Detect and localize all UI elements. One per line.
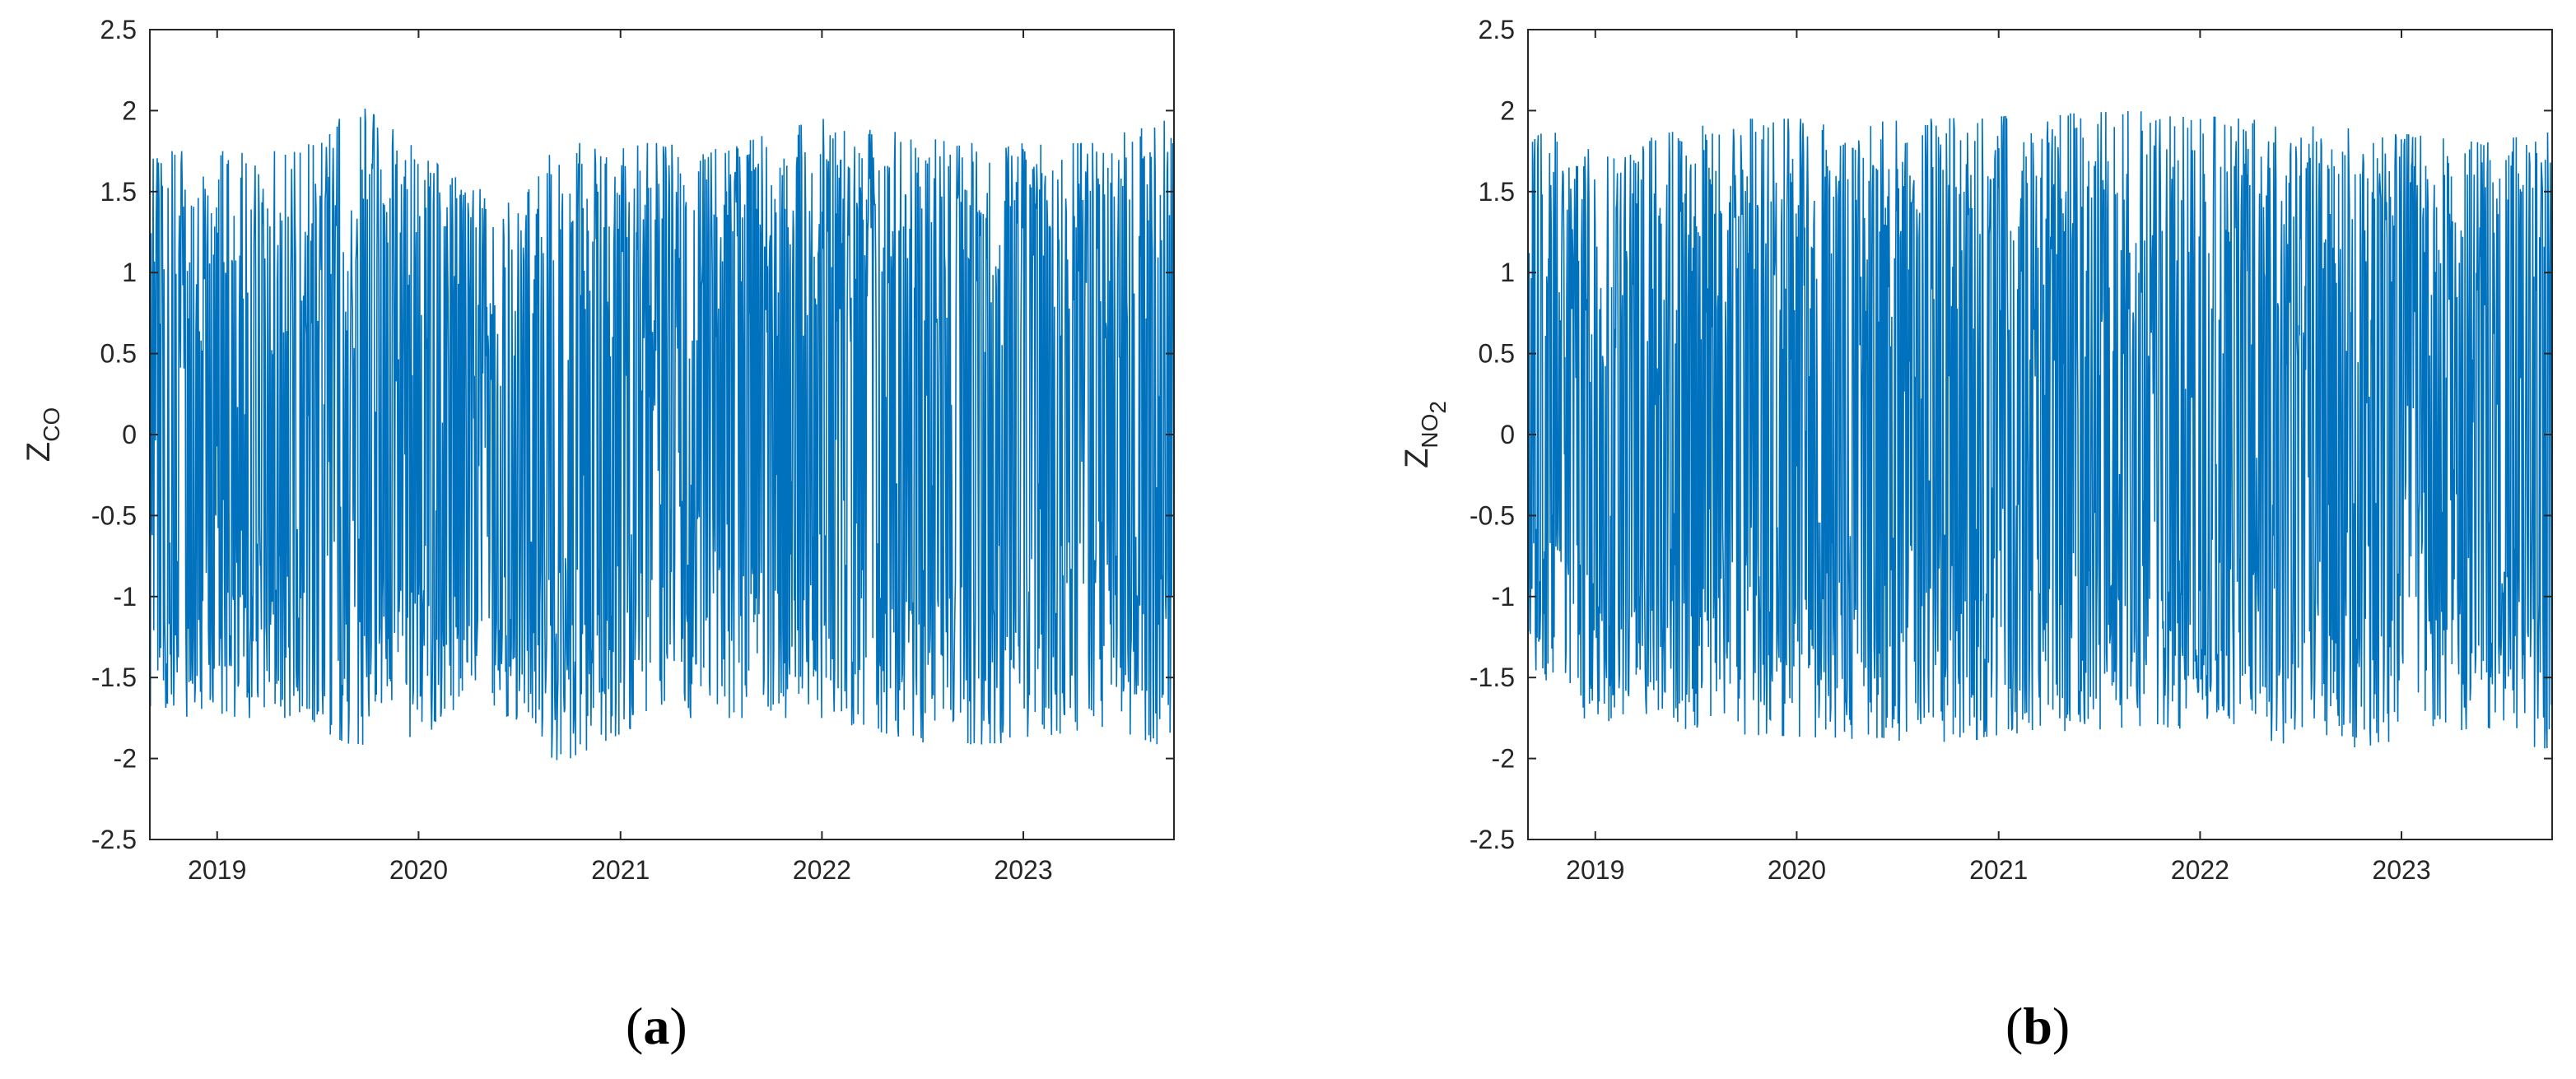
y-tick-label: -1.5: [91, 663, 137, 692]
x-tick-label: 2023: [994, 855, 1052, 885]
x-tick-label: 2019: [1566, 855, 1624, 885]
caption-a: (a): [626, 997, 687, 1055]
y-tick-label: -2.5: [91, 825, 137, 854]
y-tick-label: -1: [1492, 582, 1515, 612]
y-tick-label: 2.5: [100, 15, 137, 44]
y-label-main: Z: [21, 442, 57, 462]
y-tick-label: 2: [1500, 95, 1515, 125]
y-tick-label: 2: [122, 95, 137, 125]
y-tick-label: -2.5: [1470, 825, 1515, 854]
x-tick-label: 2022: [2171, 855, 2229, 885]
y-axis-label: ZNO2: [1399, 401, 1451, 468]
x-tick-label: 2019: [188, 855, 246, 885]
series-line: [150, 108, 1174, 760]
y-tick-label: 2.5: [1479, 15, 1515, 44]
chart-panel-a: 2.5 2 1.5 1 0.5 0 -0.5 -1 -1.5 -2 -2.5 2019 2020 2021…: [21, 15, 1175, 1055]
chart-panel-b: 2.5 2 1.5 1 0.5 0 -0.5 -1 -1.5 -2 -2.5 2019 2020 2021…: [1380, 0, 2576, 1079]
y-tick-label: 0.5: [100, 339, 137, 369]
y-tick-label: 1.5: [1479, 177, 1515, 207]
svg-text:ZCO: ZCO: [21, 407, 64, 462]
x-tick-label: 2020: [1768, 855, 1826, 885]
series-line: [1528, 110, 2552, 749]
y-tick-label: -0.5: [1470, 500, 1515, 530]
y-tick-label: 1: [1500, 258, 1515, 287]
x-tick-label: 2021: [591, 855, 650, 885]
caption-b: (b): [2005, 997, 2071, 1055]
svg-text:ZNO2: ZNO2: [1399, 401, 1451, 468]
y-tick-label: 1: [122, 258, 137, 287]
y-tick-label: -2: [1492, 744, 1515, 774]
y-tick-label: 0: [122, 420, 137, 449]
y-tick-label: -1: [114, 582, 137, 612]
y-label-sub: NO: [1417, 414, 1442, 449]
y-label-main: Z: [1399, 449, 1435, 468]
x-tick-label: 2022: [793, 855, 851, 885]
x-tick-label: 2021: [1969, 855, 2028, 885]
chart-a-svg: 2.5 2 1.5 1 0.5 0 -0.5 -1 -1.5 -2 -2.5 2019 2020 2021…: [21, 15, 1175, 885]
y-label-sub2: 2: [1425, 401, 1451, 414]
chart-b-svg: 2.5 2 1.5 1 0.5 0 -0.5 -1 -1.5 -2 -2.5 2019 2020 2021…: [1399, 15, 2553, 885]
y-tick-label: 0: [1500, 420, 1515, 449]
y-tick-label: 1.5: [100, 177, 137, 207]
x-tick-label: 2023: [2372, 855, 2430, 885]
x-tick-label: 2020: [389, 855, 448, 885]
y-axis-label: ZCO: [21, 407, 64, 462]
y-tick-label: -1.5: [1470, 663, 1515, 692]
y-tick-label: -2: [114, 744, 137, 774]
y-tick-label: 0.5: [1479, 339, 1515, 369]
y-label-sub: CO: [39, 407, 64, 442]
y-tick-label: -0.5: [91, 500, 137, 530]
